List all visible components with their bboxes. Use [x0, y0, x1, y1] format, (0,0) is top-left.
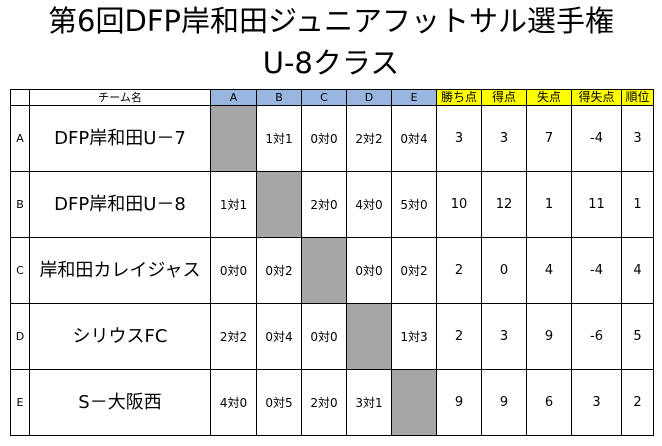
- points: 9: [436, 369, 482, 436]
- match-result: 1対1: [210, 171, 257, 238]
- table-row: A DFP岸和田U－7 1対1 0対0 2対2 0対4 3 3 7 -4 3: [10, 105, 654, 172]
- self-match-cell: [210, 105, 257, 172]
- page-subtitle: U-8クラス: [262, 46, 400, 80]
- points: 10: [436, 171, 482, 238]
- team-name: DFP岸和田U－7: [29, 105, 211, 172]
- goals-against: 6: [526, 369, 572, 436]
- self-match-cell: [346, 303, 392, 370]
- points: 3: [436, 105, 482, 172]
- row-id: E: [10, 369, 30, 436]
- goals-for: 0: [481, 237, 527, 304]
- match-result: 1対1: [256, 105, 302, 172]
- header-opponent: B: [256, 89, 302, 106]
- self-match-cell: [256, 171, 302, 238]
- goals-for: 3: [481, 105, 527, 172]
- match-result: 0対0: [301, 105, 347, 172]
- goal-difference: 11: [571, 171, 622, 238]
- table-row: D シリウスFC 2対2 0対4 0対0 1対3 2 3 9 -6 5: [10, 303, 654, 370]
- rank: 4: [621, 237, 654, 304]
- header-goal-difference: 得失点: [571, 89, 622, 106]
- row-id: B: [10, 171, 30, 238]
- match-result: 0対5: [256, 369, 302, 436]
- page-title: 第6回DFP岸和田ジュニアフットサル選手権: [48, 4, 614, 38]
- goals-for: 9: [481, 369, 527, 436]
- match-result: 0対2: [391, 237, 437, 304]
- row-id: C: [10, 237, 30, 304]
- match-result: 2対2: [210, 303, 257, 370]
- match-result: 0対4: [391, 105, 437, 172]
- match-result: 0対0: [346, 237, 392, 304]
- match-result: 4対0: [210, 369, 257, 436]
- goals-against: 7: [526, 105, 572, 172]
- goals-against: 1: [526, 171, 572, 238]
- rank: 5: [621, 303, 654, 370]
- self-match-cell: [301, 237, 347, 304]
- header-opponent: E: [391, 89, 437, 106]
- header-opponent: C: [301, 89, 347, 106]
- header-rank: 順位: [621, 89, 654, 106]
- row-id: D: [10, 303, 30, 370]
- goal-difference: -6: [571, 303, 622, 370]
- points: 2: [436, 237, 482, 304]
- table-row: E S－大阪西 4対0 0対5 2対0 3対1 9 9 6 3 2: [10, 369, 654, 436]
- self-match-cell: [391, 369, 437, 436]
- goal-difference: -4: [571, 105, 622, 172]
- points: 2: [436, 303, 482, 370]
- team-name: シリウスFC: [29, 303, 211, 370]
- match-result: 5対0: [391, 171, 437, 238]
- row-id: A: [10, 105, 30, 172]
- rank: 3: [621, 105, 654, 172]
- rank: 2: [621, 369, 654, 436]
- table-row: B DFP岸和田U－8 1対1 2対0 4対0 5対0 10 12 1 11 1: [10, 171, 654, 238]
- rank: 1: [621, 171, 654, 238]
- match-result: 3対1: [346, 369, 392, 436]
- goals-for: 12: [481, 171, 527, 238]
- match-result: 2対2: [346, 105, 392, 172]
- goal-difference: -4: [571, 237, 622, 304]
- header-team: チーム名: [29, 89, 211, 106]
- match-result: 1対3: [391, 303, 437, 370]
- match-result: 2対0: [301, 369, 347, 436]
- goal-difference: 3: [571, 369, 622, 436]
- header-opponent: D: [346, 89, 392, 106]
- match-result: 0対0: [301, 303, 347, 370]
- header-goals-for: 得点: [481, 89, 527, 106]
- team-name: DFP岸和田U－8: [29, 171, 211, 238]
- header-points: 勝ち点: [436, 89, 482, 106]
- team-name: 岸和田カレイジャス: [29, 237, 211, 304]
- header-blank: [10, 89, 30, 106]
- header-opponent: A: [210, 89, 257, 106]
- match-result: 0対0: [210, 237, 257, 304]
- team-name: S－大阪西: [29, 369, 211, 436]
- goals-against: 4: [526, 237, 572, 304]
- table-row: C 岸和田カレイジャス 0対0 0対2 0対0 0対2 2 0 4 -4 4: [10, 237, 654, 304]
- match-result: 0対2: [256, 237, 302, 304]
- match-result: 2対0: [301, 171, 347, 238]
- match-result: 0対4: [256, 303, 302, 370]
- goals-against: 9: [526, 303, 572, 370]
- header-row: チーム名 A B C D E 勝ち点 得点 失点 得失点 順位: [10, 89, 654, 106]
- goals-for: 3: [481, 303, 527, 370]
- header-goals-against: 失点: [526, 89, 572, 106]
- standings-table: チーム名 A B C D E 勝ち点 得点 失点 得失点 順位 A DFP岸和田…: [10, 89, 654, 436]
- match-result: 4対0: [346, 171, 392, 238]
